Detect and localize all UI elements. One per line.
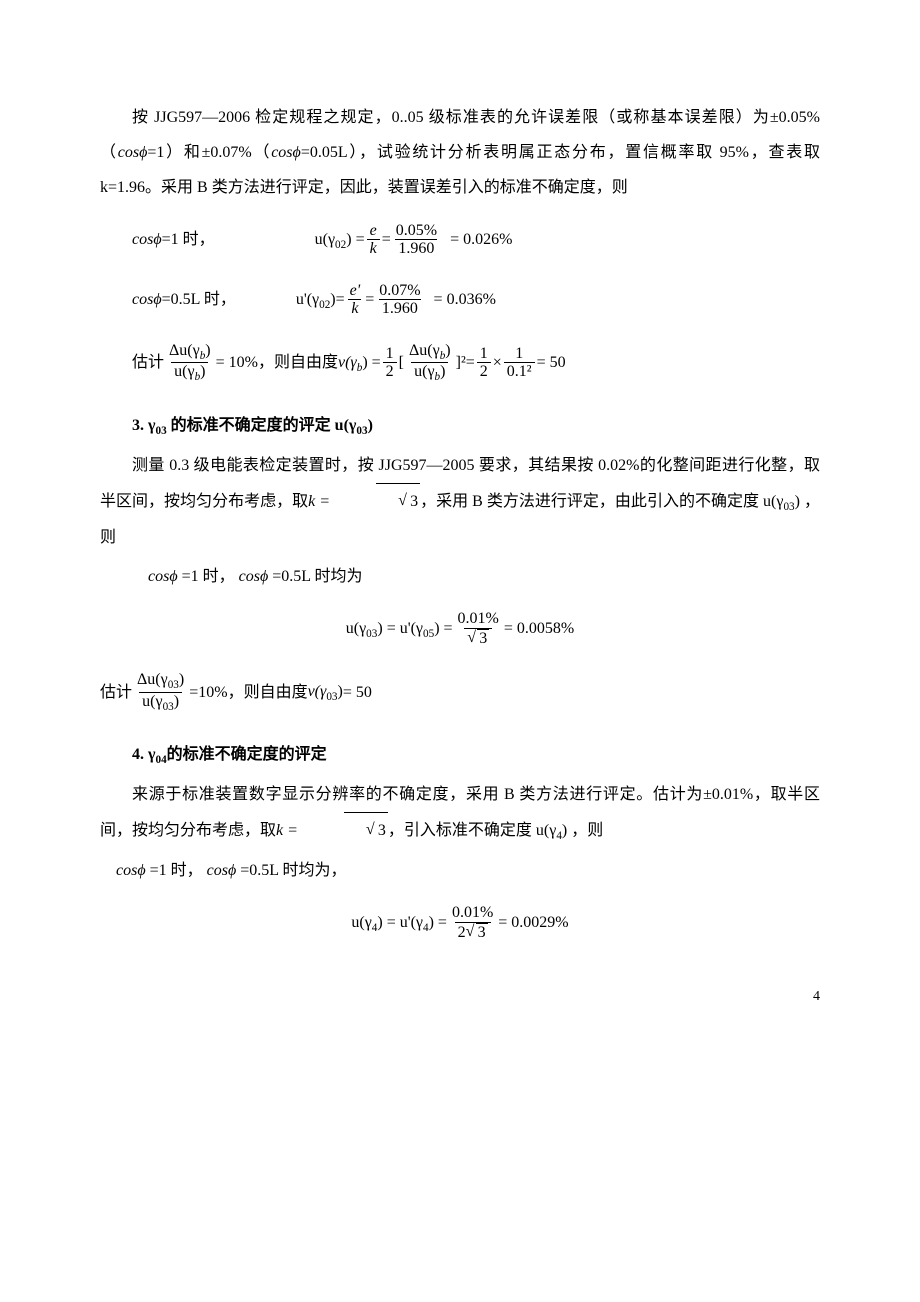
- intro-paragraph: 按 JJG597―2006 检定规程之规定，0..05 级标准表的允许误差限（或…: [100, 100, 820, 206]
- text: =1 时，: [162, 222, 215, 257]
- equation-3: 估计 Δu(γb) u(γb) = 10%，则自由度 ν(γb) = 1 2 […: [100, 342, 820, 384]
- sqrt-icon: 3: [344, 483, 420, 519]
- prefix: 估计: [100, 675, 132, 710]
- text: 的标准不确定度的评定: [167, 746, 327, 763]
- sub: 03: [783, 501, 794, 513]
- u-gamma: u(γ02) =: [315, 222, 365, 258]
- fraction: 0.01% 3: [455, 610, 502, 647]
- cos-phi: cosϕ: [118, 144, 148, 161]
- result: = 0.026%: [450, 222, 512, 257]
- result: = 0.036%: [434, 282, 496, 317]
- page-number: 4: [100, 982, 820, 1013]
- fraction-delta-u: Δu(γ03) u(γ03): [134, 671, 187, 713]
- section-3-paragraph: 测量 0.3 级电能表检定装置时，按 JJG597―2005 要求，其结果按 0…: [100, 448, 820, 555]
- bracket-open: [: [399, 345, 404, 380]
- text: 4. γ: [132, 746, 155, 763]
- text: =0.5L 时均为: [272, 568, 362, 585]
- result: = 0.0058%: [504, 611, 574, 646]
- text: = 10%，则自由度: [216, 345, 338, 380]
- fraction-half2: 1 2: [477, 345, 491, 381]
- sqrt-icon: 3: [312, 812, 388, 848]
- text: ) ，则: [562, 822, 603, 839]
- equals: =: [365, 282, 374, 317]
- fraction-ek: e k: [367, 222, 380, 258]
- text: =10%，则自由度: [189, 675, 307, 710]
- equation-2: cosϕ =0.5L 时， u'(γ02)= e' k = 0.07% 1.96…: [100, 282, 820, 318]
- k-expr: k =: [308, 493, 334, 510]
- equation-5: 估计 Δu(γ03) u(γ03) =10%，则自由度 ν(γ03) = 50: [100, 671, 820, 713]
- equals: =: [382, 222, 391, 257]
- text: =1 时，: [150, 862, 203, 879]
- text: 3. γ: [132, 417, 155, 434]
- fraction-result: 1 0.1²: [504, 345, 535, 381]
- section-4-paragraph: 来源于标准装置数字显示分辨率的不确定度，采用 B 类方法进行评定。估计为±0.0…: [100, 777, 820, 849]
- cos-phi: cosϕ: [148, 568, 178, 585]
- text: ): [368, 417, 373, 434]
- fraction-delta-u: Δu(γb) u(γb): [166, 342, 214, 384]
- section-4-heading: 4. γ04的标准不确定度的评定: [100, 737, 820, 773]
- text: =1）和±0.07%（: [147, 144, 271, 161]
- text: =0.5L 时均为，: [240, 862, 346, 879]
- equation-4: u(γ03) = u'(γ05) = 0.01% 3 = 0.0058%: [100, 610, 820, 647]
- k-expr: k =: [276, 822, 302, 839]
- section-3-heading: 3. γ03 的标准不确定度的评定 u(γ03): [100, 408, 820, 444]
- sub: 03: [356, 425, 367, 437]
- cos-phi: cosϕ: [207, 862, 237, 879]
- nu-gamma: ν(γb) =: [338, 345, 381, 381]
- cos-phi: cosϕ: [116, 862, 146, 879]
- text: 的标准不确定度的评定 u(γ: [167, 417, 357, 434]
- fraction-val: 0.07% 1.960: [376, 282, 423, 318]
- u-gamma: u(γ4) = u'(γ4) =: [351, 905, 447, 941]
- prefix: 估计: [132, 345, 164, 380]
- fraction-half: 1 2: [383, 345, 397, 381]
- cos-phi: cosϕ: [271, 144, 301, 161]
- sub: 03: [155, 425, 166, 437]
- bracket-sq: ]²=: [456, 345, 475, 380]
- equation-1: cosϕ =1 时， u(γ02) = e k = 0.05% 1.960 = …: [100, 222, 820, 258]
- result: = 0.0029%: [498, 905, 568, 940]
- result: = 50: [537, 345, 566, 380]
- fraction-val: 0.05% 1.960: [393, 222, 440, 258]
- fraction-delta-u2: Δu(γb) u(γb): [406, 342, 454, 384]
- text: =0.5L 时，: [162, 282, 236, 317]
- result: = 50: [343, 675, 372, 710]
- cos-label: cosϕ: [132, 282, 162, 317]
- nu-gamma: ν(γ03): [308, 674, 343, 710]
- text: ，引入标准不确定度 u(γ: [388, 822, 556, 839]
- cos-label: cosϕ: [132, 222, 162, 257]
- equation-6: u(γ4) = u'(γ4) = 0.01% 23 = 0.0029%: [100, 904, 820, 941]
- cos-phi: cosϕ: [239, 568, 269, 585]
- times: ×: [493, 345, 502, 380]
- fraction-ek: e' k: [347, 282, 364, 318]
- cos-conditions: cosϕ =1 时， cosϕ =0.5L 时均为: [100, 559, 820, 594]
- u-gamma: u(γ03) = u'(γ05) =: [346, 611, 453, 647]
- text: =1 时，: [182, 568, 235, 585]
- cos-conditions-2: cosϕ =1 时， cosϕ =0.5L 时均为，: [100, 853, 820, 888]
- sub: 04: [155, 755, 166, 767]
- u-gamma: u'(γ02)=: [296, 282, 345, 318]
- text: ，采用 B 类方法进行评定，由此引入的不确定度 u(γ: [420, 493, 783, 510]
- fraction: 0.01% 23: [449, 904, 496, 941]
